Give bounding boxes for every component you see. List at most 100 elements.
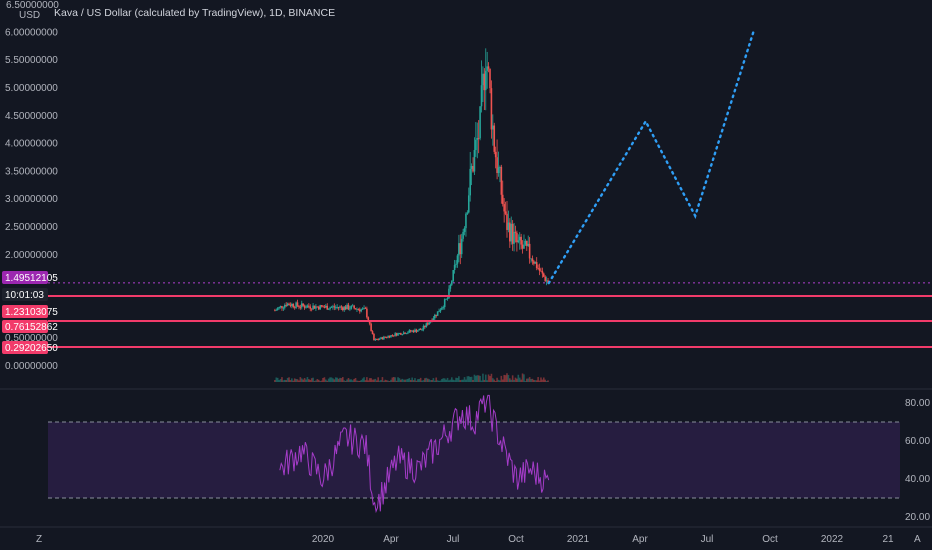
candle-body (354, 308, 357, 310)
volume-bar (337, 378, 340, 382)
candle-body (541, 271, 544, 274)
volume-bar (274, 380, 276, 382)
candle-body (405, 333, 408, 335)
candle-body (296, 302, 299, 306)
volume-bar (452, 379, 455, 382)
volume-group (274, 373, 549, 382)
candle-body (530, 258, 532, 260)
rsi-tick-label: 60.00 (905, 436, 930, 447)
candle-body (366, 308, 368, 318)
candle-body (516, 232, 518, 243)
volume-bar (513, 379, 515, 382)
volume-bar (499, 380, 501, 382)
volume-bar (431, 380, 433, 382)
volume-bar (385, 380, 388, 382)
time-tick-label: 21 (882, 534, 894, 545)
volume-bar (476, 375, 479, 382)
level-1-value: 1.23103075 (5, 307, 58, 318)
candle-body (375, 339, 378, 340)
candle-body (285, 305, 288, 306)
candle-body (418, 328, 421, 331)
corner-right-label[interactable]: A (914, 534, 921, 545)
candle-body (340, 306, 343, 308)
candle-body (346, 304, 348, 310)
volume-bar (466, 376, 469, 382)
candle-body (295, 302, 297, 308)
candle-body (282, 307, 285, 309)
candle-body (438, 311, 440, 313)
candle-body (480, 85, 483, 107)
volume-bar (374, 378, 377, 382)
volume-bar (353, 378, 355, 382)
projection-polyline[interactable] (547, 31, 755, 285)
rsi-axis[interactable]: 80.00 60.00 40.00 20.00 (905, 398, 930, 523)
corner-left-label[interactable]: Z (36, 534, 42, 545)
volume-bar (449, 379, 452, 382)
volume-bar (366, 377, 368, 382)
volume-bar (414, 378, 416, 382)
volume-bar (333, 379, 336, 382)
projection-path[interactable] (547, 31, 755, 285)
candle-body (309, 306, 312, 309)
volume-bar (398, 378, 401, 382)
candle-body (470, 165, 473, 169)
volume-bar (455, 377, 457, 382)
volume-bar (407, 378, 409, 382)
candle-body (492, 125, 494, 130)
volume-bar (319, 380, 321, 382)
candle-body (479, 106, 481, 139)
volume-bar (336, 377, 338, 382)
volume-bar (388, 380, 391, 382)
volume-bar (292, 380, 295, 382)
candle-body (547, 280, 549, 283)
candle-body (514, 231, 517, 233)
candle-body (408, 330, 411, 333)
candle-body (367, 317, 370, 322)
candle-body (463, 228, 466, 232)
candle-body (339, 306, 341, 308)
candle-body (411, 330, 413, 332)
candle-body (330, 307, 333, 308)
volume-bar (514, 377, 517, 382)
candle-body (305, 307, 307, 309)
horizontal-levels[interactable] (48, 282, 932, 348)
volume-bar (415, 380, 418, 382)
volume-bar (456, 377, 459, 382)
candle-body (374, 339, 377, 341)
volume-bar (487, 374, 490, 382)
candle-body (363, 307, 365, 309)
candle-body (503, 204, 505, 212)
candle-body (504, 211, 507, 214)
candle-body (395, 333, 398, 336)
candle-body (383, 336, 385, 340)
candle-body (428, 322, 430, 325)
candle-body (337, 307, 340, 308)
volume-bar (397, 377, 399, 382)
volume-bar (291, 378, 293, 382)
candle-body (303, 305, 306, 308)
price-axis[interactable]: 6.50000000 USD 6.00000000 5.50000000 5.000… (5, 0, 59, 372)
volume-bar (395, 380, 398, 382)
candle-body (517, 240, 520, 243)
volume-bar (530, 379, 532, 382)
volume-bar (383, 380, 385, 382)
candle-body (358, 309, 361, 312)
volume-bar (302, 379, 304, 382)
candle-body (462, 231, 464, 239)
time-axis[interactable]: 2020 Apr Jul Oct 2021 Apr Jul Oct 2022 21 (312, 534, 894, 545)
candle-body (276, 308, 279, 310)
volume-bar (330, 377, 333, 382)
volume-bar (442, 378, 445, 382)
volume-bar (490, 373, 493, 382)
volume-bar (326, 380, 329, 382)
candle-body (458, 243, 460, 256)
volume-bar (394, 377, 396, 382)
volume-bar (364, 380, 367, 382)
rsi-tick-label: 40.00 (905, 474, 930, 485)
price-tick-label: 0.00000000 (5, 361, 58, 372)
price-tick-label: 5.00000000 (5, 83, 58, 94)
candle-body (439, 309, 442, 312)
volume-bar (458, 376, 460, 382)
volume-bar (475, 375, 477, 382)
